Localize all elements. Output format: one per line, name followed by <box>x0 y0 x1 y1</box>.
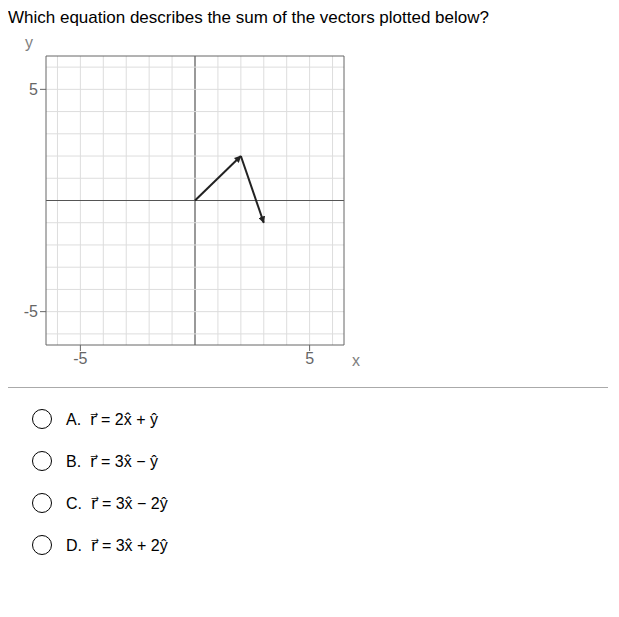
svg-text:5: 5 <box>29 81 38 98</box>
svg-text:y: y <box>25 34 33 51</box>
svg-text:-5: -5 <box>24 303 38 320</box>
html-text:Which equation describes the s: Which equation describes the sum of the … <box>8 8 489 27</box>
html-text:D. r⃗ = 3x̂ + 2ŷ: D. r⃗ = 3x̂ + 2ŷ <box>66 536 168 554</box>
html-text:B. r⃗ = 3x̂ − ŷ: B. r⃗ = 3x̂ − ŷ <box>66 452 158 470</box>
html-text:A. r⃗ = 2x̂ + ŷ: A. r⃗ = 2x̂ + ŷ <box>66 410 158 428</box>
svg-text:5: 5 <box>305 350 314 367</box>
html-text:C. r⃗ = 3x̂ − 2ŷ: C. r⃗ = 3x̂ − 2ŷ <box>66 494 168 512</box>
svg-text:-5: -5 <box>73 350 87 367</box>
svg-text:x: x <box>352 352 360 369</box>
